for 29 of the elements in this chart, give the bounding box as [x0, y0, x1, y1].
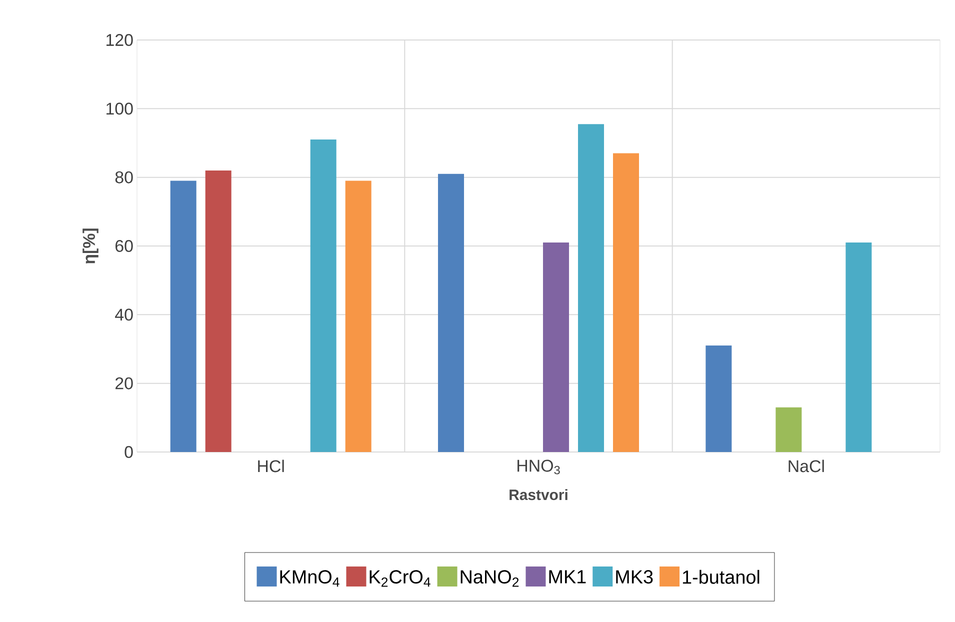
x-tick-label: HNO$_{3}$: [518, 460, 560, 474]
legend-label: 1-butanol: [682, 570, 760, 584]
legend-label: K$_{2}$CrO$_{4}$: [370, 570, 430, 587]
legend-label: MK3: [616, 570, 653, 584]
legend-label: NaNO$_{2}$: [460, 570, 519, 587]
bar: [706, 346, 732, 452]
bar: [205, 170, 232, 452]
y-tick-label: 20: [116, 377, 133, 390]
y-tick-label: 0: [124, 446, 133, 458]
legend-label: KMnO$_{4}$: [280, 570, 340, 587]
y-axis-title: η[%]: [82, 228, 98, 264]
bar: [846, 242, 872, 452]
bar: [345, 180, 372, 452]
y-tick-label: 60: [116, 240, 133, 252]
x-tick-label: NaCl: [788, 460, 824, 472]
y-tick-label: 80: [115, 171, 133, 184]
bar: [776, 407, 802, 452]
legend-label: MK1: [549, 570, 586, 584]
x-axis-title: Rastvori: [510, 489, 568, 500]
y-tick-label: 40: [115, 308, 133, 321]
bar: [170, 180, 196, 452]
x-tick-label: HCl: [258, 460, 284, 472]
bar: [310, 140, 336, 452]
bar: [613, 153, 640, 452]
bar: [543, 242, 570, 452]
y-tick-label: 120: [106, 34, 133, 46]
bar: [438, 174, 464, 452]
bar: [578, 124, 604, 452]
y-tick-label: 100: [106, 102, 133, 115]
